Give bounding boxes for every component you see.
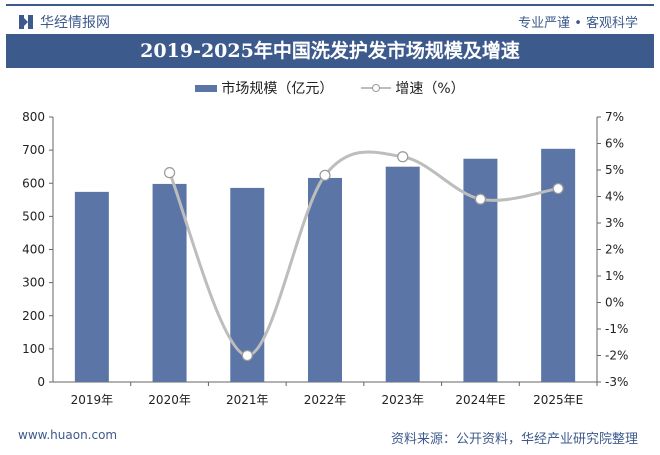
y2-tick-label: 0%	[605, 296, 624, 310]
slogan: 专业严谨 • 客观科学	[518, 16, 638, 31]
y-tick-label: 100	[22, 342, 45, 356]
top-rule	[6, 4, 654, 6]
y2-tick-label: -2%	[605, 349, 628, 363]
y2-tick-label: 7%	[605, 110, 624, 124]
x-tick-label: 2019年	[71, 393, 114, 407]
y-tick-label: 400	[22, 243, 45, 257]
bar-2020年	[152, 183, 187, 382]
brand: 华经情报网	[18, 12, 110, 32]
y-tick-label: 200	[22, 309, 45, 323]
bar-2019年	[74, 191, 109, 382]
y2-tick-label: 5%	[605, 163, 624, 177]
bar-2024年E	[463, 158, 498, 382]
y2-tick-label: 1%	[605, 269, 624, 283]
y-tick-label: 700	[22, 143, 45, 157]
x-tick-label: 2024年E	[455, 393, 505, 407]
y2-tick-label: -1%	[605, 322, 628, 336]
y-tick-label: 300	[22, 276, 45, 290]
growth-point	[241, 349, 253, 362]
legend-bar-label: 市场规模（亿元）	[221, 81, 334, 97]
y2-tick-label: 6%	[605, 137, 624, 151]
bar-2023年	[385, 166, 420, 382]
legend-line: 增速（%）	[361, 78, 465, 98]
y2-tick-label: 2%	[605, 243, 624, 257]
growth-point	[319, 169, 331, 181]
legend-line-swatch	[361, 84, 392, 92]
footer-website: www.huaon.com	[18, 428, 118, 442]
bar-2021年	[230, 187, 265, 382]
growth-point	[397, 151, 409, 163]
legend-line-label: 增速（%）	[395, 81, 465, 97]
growth-line	[168, 150, 559, 358]
x-tick-label: 2020年	[148, 393, 191, 407]
legend: 市场规模（亿元） 增速（%）	[0, 78, 660, 98]
y-tick-label: 600	[22, 176, 45, 190]
bar-2022年	[308, 177, 342, 382]
legend-bar: 市场规模（亿元）	[195, 78, 333, 98]
y2-tick-label: -3%	[605, 375, 628, 389]
legend-bar-swatch	[195, 84, 218, 92]
y2-tick-label: 4%	[605, 190, 624, 204]
growth-point	[474, 193, 487, 205]
y2-tick-label: 3%	[605, 216, 624, 230]
chart-title: 2019-2025年中国洗发护发市场规模及增速	[6, 34, 654, 68]
growth-point	[552, 182, 564, 195]
x-tick-label: 2023年	[381, 393, 424, 407]
footer-source: 资料来源：公开资料，华经产业研究院整理	[390, 432, 638, 447]
y-tick-label: 500	[22, 209, 45, 223]
brand-logo-icon	[19, 15, 33, 29]
brand-name: 华经情报网	[40, 15, 110, 31]
y-tick-label: 800	[22, 110, 45, 124]
x-tick-label: 2022年	[304, 393, 347, 407]
x-tick-label: 2021年	[226, 393, 269, 407]
x-tick-label: 2025年E	[533, 393, 583, 407]
y-tick-label: 0	[37, 375, 45, 389]
growth-point	[163, 167, 176, 179]
